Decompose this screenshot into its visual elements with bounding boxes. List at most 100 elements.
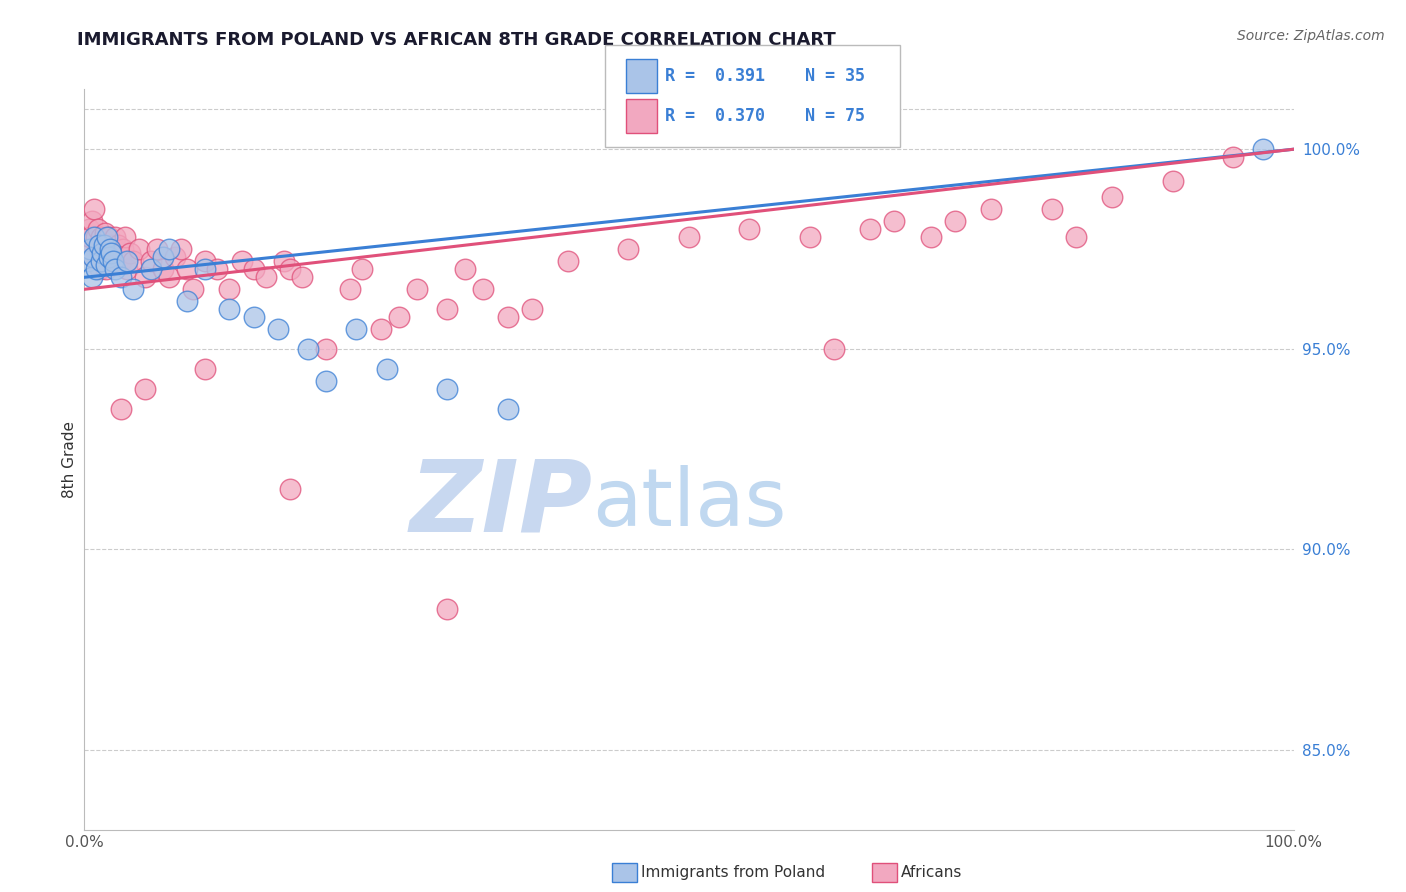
Point <box>86 262 108 277</box>
Point <box>218 302 240 317</box>
Point <box>90 230 112 244</box>
Point <box>157 242 180 256</box>
Point <box>1064 230 1087 244</box>
Point <box>91 246 114 260</box>
Point <box>82 250 104 264</box>
Point <box>496 310 519 325</box>
Point <box>1222 150 1244 164</box>
Point <box>823 343 845 357</box>
Point <box>267 322 290 336</box>
Text: IMMIGRANTS FROM POLAND VS AFRICAN 8TH GRADE CORRELATION CHART: IMMIGRANTS FROM POLAND VS AFRICAN 8TH GR… <box>77 31 837 49</box>
Point <box>87 238 110 252</box>
Point <box>87 242 110 256</box>
Point <box>617 242 640 256</box>
Point <box>194 254 217 268</box>
Point <box>315 375 337 389</box>
Point <box>454 262 477 277</box>
Point <box>97 250 120 264</box>
Point <box>96 250 118 264</box>
Point <box>94 227 117 241</box>
Point <box>83 230 105 244</box>
Point <box>165 250 187 264</box>
Point <box>98 242 121 256</box>
Point <box>79 230 101 244</box>
Text: atlas: atlas <box>592 465 786 543</box>
Point <box>242 310 264 325</box>
Text: ZIP: ZIP <box>409 455 592 552</box>
Y-axis label: 8th Grade: 8th Grade <box>62 421 77 498</box>
Point <box>176 294 198 309</box>
Point <box>98 242 121 256</box>
Point <box>103 258 125 272</box>
Point <box>121 282 143 296</box>
Point <box>278 483 301 497</box>
Point <box>278 262 301 277</box>
Point <box>242 262 264 277</box>
Point <box>115 262 138 277</box>
Point <box>943 214 966 228</box>
Point <box>152 262 174 277</box>
Point <box>152 250 174 264</box>
Point <box>77 222 100 236</box>
Point <box>254 270 277 285</box>
Point <box>79 242 101 256</box>
Point <box>100 246 122 260</box>
Point <box>207 262 229 277</box>
Point <box>375 362 398 376</box>
Point <box>406 282 429 296</box>
Point <box>134 270 156 285</box>
Text: Africans: Africans <box>901 865 963 880</box>
Point <box>194 362 217 376</box>
Point <box>194 262 217 277</box>
Point <box>96 230 118 244</box>
Point <box>77 254 100 268</box>
Text: Immigrants from Poland: Immigrants from Poland <box>641 865 825 880</box>
Point <box>93 238 115 252</box>
Point <box>112 242 135 256</box>
Point <box>83 202 105 217</box>
Point <box>115 254 138 268</box>
Point <box>170 242 193 256</box>
Point <box>1040 202 1063 217</box>
Point <box>114 230 136 244</box>
Point <box>139 262 162 277</box>
Point <box>436 602 458 616</box>
Point <box>388 310 411 325</box>
Point <box>110 402 132 417</box>
Point <box>94 258 117 272</box>
Point <box>80 214 103 228</box>
Point <box>120 246 142 260</box>
Point <box>859 222 882 236</box>
Point <box>80 270 103 285</box>
Point <box>86 230 108 244</box>
Point <box>181 282 204 296</box>
Point <box>883 214 905 228</box>
Point <box>90 254 112 268</box>
Point <box>97 230 120 244</box>
Point <box>104 250 127 264</box>
Point <box>231 254 253 268</box>
Point <box>139 254 162 268</box>
Point <box>352 262 374 277</box>
Point <box>104 230 127 244</box>
Point <box>104 262 127 277</box>
Text: Source: ZipAtlas.com: Source: ZipAtlas.com <box>1237 29 1385 43</box>
Point <box>472 282 495 296</box>
Point <box>678 230 700 244</box>
Point <box>121 254 143 268</box>
Point <box>557 254 579 268</box>
Point <box>128 242 150 256</box>
Point <box>176 262 198 277</box>
Point <box>76 242 98 256</box>
Point <box>339 282 361 296</box>
Point <box>291 270 314 285</box>
Point <box>94 262 117 277</box>
Point <box>218 282 240 296</box>
Point <box>146 242 169 256</box>
Point <box>157 270 180 285</box>
Point <box>297 343 319 357</box>
Text: R =  0.391    N = 35: R = 0.391 N = 35 <box>665 67 865 85</box>
Point <box>370 322 392 336</box>
Point <box>980 202 1002 217</box>
Point <box>100 254 122 268</box>
